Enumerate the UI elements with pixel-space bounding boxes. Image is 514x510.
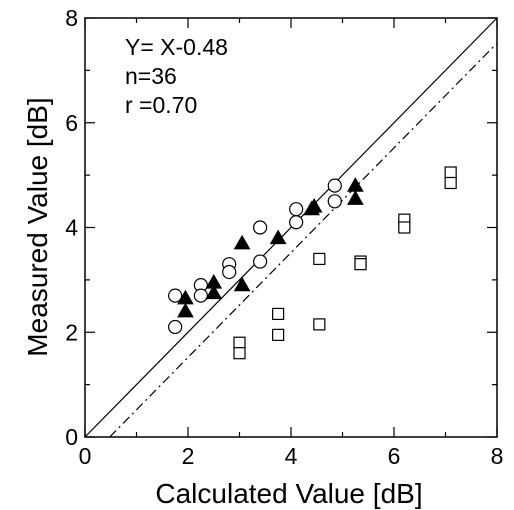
square-point [354, 258, 367, 271]
square-point [272, 307, 285, 321]
reference-lines [84, 17, 498, 438]
annotation-n: n=36 [125, 63, 177, 89]
circle-point [168, 319, 183, 335]
circle-point [327, 194, 342, 209]
triangle-point [205, 284, 223, 300]
circle-point [168, 288, 183, 303]
annotation-r: r =0.70 [125, 92, 197, 118]
square-point [444, 166, 457, 179]
regression-line [109, 42, 498, 438]
circle-point [253, 220, 268, 235]
tick-labels: 0 2 4 6 8 0 2 4 6 8 [65, 5, 503, 469]
triangle-point [347, 177, 364, 192]
triangle-point [347, 190, 364, 205]
square-point [272, 328, 285, 341]
square-point [233, 336, 246, 349]
circle-point [253, 254, 268, 269]
square-point [233, 347, 246, 360]
triangle-point [177, 302, 194, 318]
square-point [444, 176, 457, 190]
data-points [168, 166, 457, 360]
square-point [398, 221, 411, 234]
y-tick-label: 4 [65, 215, 78, 241]
circle-point [289, 202, 304, 217]
axis-ticks [84, 17, 498, 438]
annotation-regression: Y= X-0.48 [125, 34, 228, 60]
circle-point [327, 178, 342, 193]
square-point [313, 318, 326, 331]
y-tick-label: 2 [65, 319, 78, 345]
y-axis-label: Measured Value [dB] [22, 97, 53, 356]
x-tick-label: 0 [79, 443, 92, 469]
x-axis-label: Calculated Value [dB] [155, 478, 422, 509]
triangle-point [269, 229, 287, 245]
circle-point [193, 288, 208, 303]
circle-point [222, 264, 237, 280]
circle-point [289, 215, 304, 230]
triangle-point [233, 276, 251, 292]
y-tick-label: 8 [65, 5, 78, 31]
y-tick-label: 6 [65, 110, 78, 136]
identity-line [84, 17, 498, 438]
triangle-point [233, 234, 251, 250]
square-point [313, 252, 326, 266]
x-tick-label: 4 [285, 443, 298, 469]
x-tick-label: 8 [491, 443, 504, 469]
triangle-point [303, 200, 320, 216]
x-tick-label: 2 [182, 443, 195, 469]
x-tick-label: 6 [388, 443, 401, 469]
y-tick-label: 0 [65, 424, 78, 450]
